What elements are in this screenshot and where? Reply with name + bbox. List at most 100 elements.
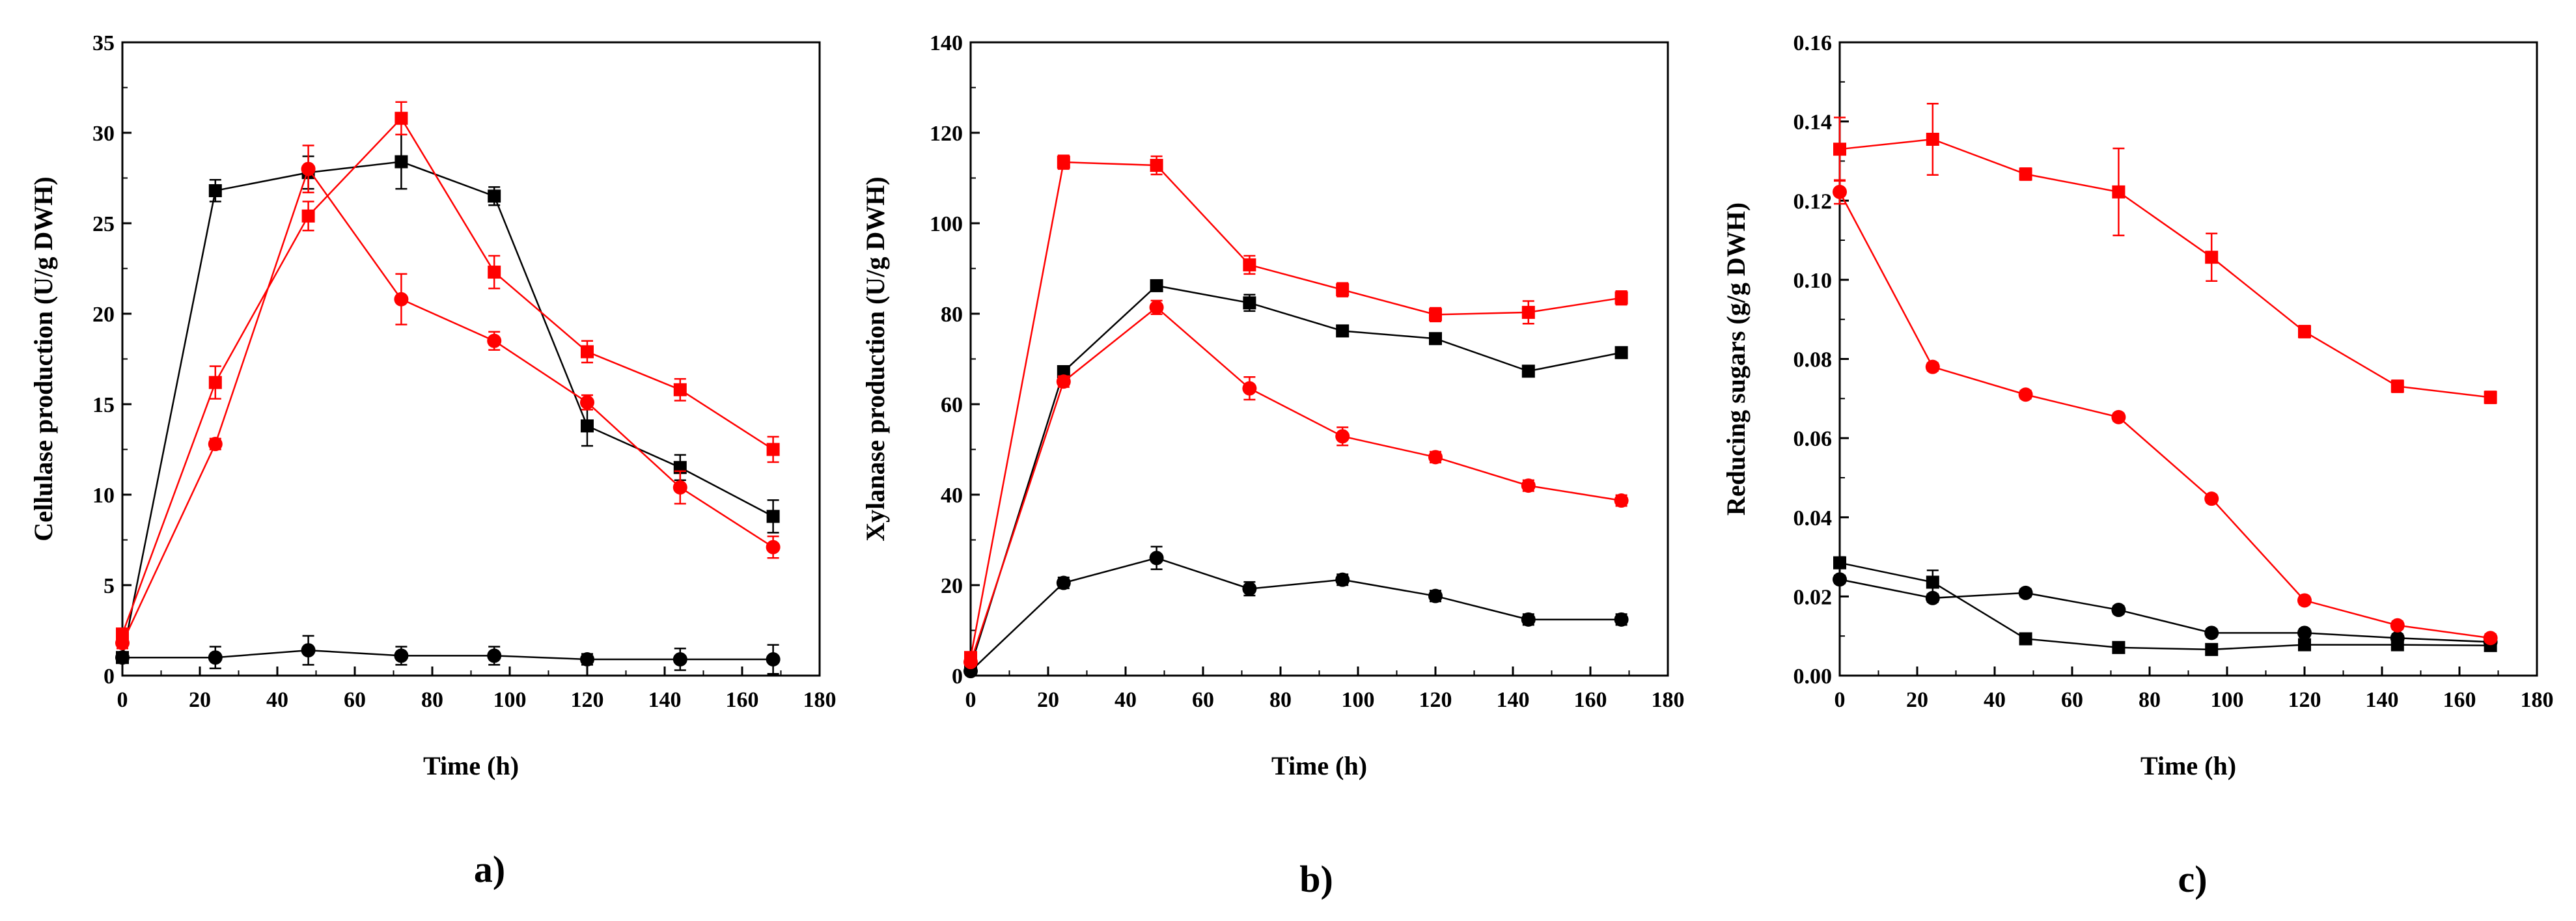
plot-frame [121,41,821,677]
x-tick-label: 0 [1835,688,1846,712]
data-point-circle [115,635,130,650]
x-axis-title: Time (h) [2140,751,2236,780]
data-point-circle [2297,593,2312,608]
y-tick-label: 120 [930,122,963,146]
data-point-circle [394,648,409,663]
data-point-square [1521,364,1535,378]
y-axis-title: Xylanase production (U/g DWH) [861,176,890,541]
data-point-square [208,184,222,197]
data-point-circle [672,480,687,495]
data-point-square [1833,143,1846,156]
x-tick-label: 100 [2211,688,2244,712]
data-point-circle [2204,491,2219,506]
data-point-square [1057,156,1070,169]
y-tick-label: 0.14 [1794,111,1833,135]
data-point-circle [2018,387,2033,402]
data-point-circle [1521,478,1536,493]
data-point-circle [1925,359,1940,374]
data-point-square [1926,575,1939,589]
series-line [121,161,774,658]
data-point-circle [208,650,223,665]
data-point-square [2205,642,2219,656]
x-tick-label: 140 [2366,688,2399,712]
series-red-square [964,154,1628,665]
data-point-circle [1056,575,1071,590]
x-tick-label: 100 [1342,688,1375,712]
data-point-circle [580,395,594,410]
y-tick-label: 0 [952,665,963,689]
series-red-square [116,101,780,641]
y-tick-label: 30 [92,122,115,146]
data-point-square [581,419,594,433]
x-tick-label: 80 [1269,688,1292,712]
y-tick-label: 60 [941,393,963,417]
data-point-circle [2297,625,2312,640]
series-line [121,167,774,644]
data-point-square [1336,324,1350,338]
panel-label: c) [2178,858,2207,900]
data-point-square [488,266,501,279]
x-tick-label: 80 [2139,688,2161,712]
data-point-circle [766,652,781,667]
panel-b: 0 20 40 60 80 100 120 140 160 180 0 20 40 60 80 100 120 1… [861,31,1685,900]
data-point-circle [115,650,130,665]
data-point-square [766,443,780,456]
x-tick-label: 60 [1192,688,1214,712]
x-tick-label: 20 [189,688,211,712]
data-point-circle [1833,572,1847,587]
data-point-circle [1833,184,1847,199]
x-tick-label: 120 [1419,688,1452,712]
data-point-circle [1335,572,1350,587]
y-tick-label: 0.02 [1794,585,1833,609]
x-tick-label: 60 [344,688,366,712]
x-tick-label: 160 [2443,688,2476,712]
panel-c: 0 20 40 60 80 100 120 140 160 180 0.00 0.02 0.04 0.06… [1721,31,2554,900]
data-point-circle [580,652,594,667]
data-point-square [2390,379,2404,393]
data-point-square [2205,251,2219,264]
data-point-circle [1925,590,1940,605]
data-point-circle [963,655,978,670]
y-tick-label: 0 [104,665,115,689]
data-point-square [1057,364,1070,378]
data-point-circle [301,643,316,658]
data-point-square [1150,159,1163,172]
y-tick-label: 0.16 [1794,31,1833,55]
y-tick-label: 25 [92,212,115,236]
y-tick-label: 0.10 [1794,269,1833,293]
x-tick-label: 60 [2061,688,2083,712]
data-point-square [1150,279,1163,292]
x-tick-label: 100 [493,688,527,712]
data-point-square [581,345,594,359]
data-point-square [1429,332,1442,346]
series-line [1839,578,2491,643]
data-point-square [395,111,408,125]
data-point-square [2019,167,2032,181]
data-point-circle [1521,612,1536,627]
y-tick-label: 5 [104,574,115,598]
y-tick-label: 0.08 [1794,348,1833,372]
y-axis-title: Cellulase production (U/g DWH) [29,176,58,541]
data-point-square [1926,132,1939,146]
data-point-circle [2018,585,2033,600]
data-point-circle [1428,450,1443,465]
series-red-circle [963,299,1629,670]
x-tick-label: 20 [1906,688,1928,712]
data-point-square [1429,308,1442,322]
x-tick-label: 40 [266,688,288,712]
data-point-square [2112,185,2126,199]
x-tick-label: 180 [1652,688,1685,712]
data-point-square [2298,638,2311,652]
series-line [970,557,1622,672]
data-point-square [1521,305,1535,319]
data-point-square [2298,325,2311,338]
x-tick-label: 40 [1115,688,1137,712]
panel-a: 0 20 40 60 80 100 120 140 160 180 0 5 10 15 20 25 30 35 T… [29,31,837,890]
series-red-square [1833,103,2497,404]
data-point-square [673,383,687,396]
y-tick-label: 10 [92,484,115,508]
data-point-circle [2204,625,2219,640]
data-point-circle [1242,381,1257,396]
y-tick-label: 20 [941,574,963,598]
data-point-circle [301,161,316,176]
